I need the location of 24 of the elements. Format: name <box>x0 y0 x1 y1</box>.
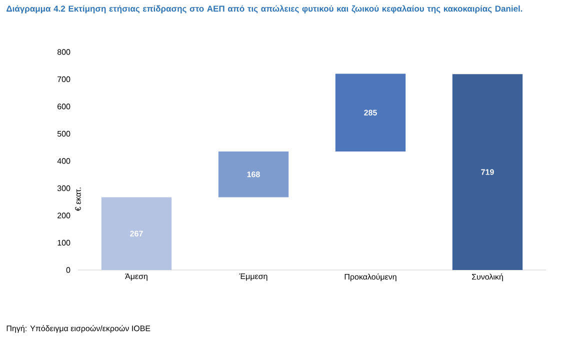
y-tick-label: 0 <box>66 267 70 273</box>
y-tick-label: 200 <box>58 212 70 218</box>
text: Πηγή: Υπόδειγμα εισροών/εκροών ΙΟΒΕ <box>6 325 150 333</box>
bar <box>218 151 289 198</box>
bar <box>101 197 172 270</box>
y-tick-label: 500 <box>57 130 70 137</box>
data-label: 285 <box>364 110 377 116</box>
chart-title: Διάγραμμα 4.2 Εκτίμηση ετήσιας επίδρασης στο ΑΕΠ από τις απώλειες φυτικού και ζωικού κεφαλαίου της κακοκαιρίας Daniel. <box>6 5 522 14</box>
bar <box>452 74 523 270</box>
y-tick-label: 700 <box>58 76 70 82</box>
x-tick-label: Έμμεση <box>239 274 268 281</box>
bar <box>335 74 406 152</box>
y-tick-label: 100 <box>58 240 70 246</box>
x-tick-label: Προκαλούμενη <box>344 274 396 282</box>
y-tick-label: 300 <box>57 185 70 192</box>
y-tick-label: 600 <box>58 104 70 110</box>
y-tick-label: 400 <box>57 158 70 164</box>
x-tick-label: Συνολική <box>472 274 503 282</box>
y-axis-title: € εκατ. <box>75 188 81 212</box>
y-tick-label: 800 <box>57 49 70 55</box>
data-label: 267 <box>130 230 143 236</box>
data-label: 719 <box>481 169 494 175</box>
x-tick-label: Άμεση <box>125 274 148 281</box>
data-label: 168 <box>247 172 260 178</box>
